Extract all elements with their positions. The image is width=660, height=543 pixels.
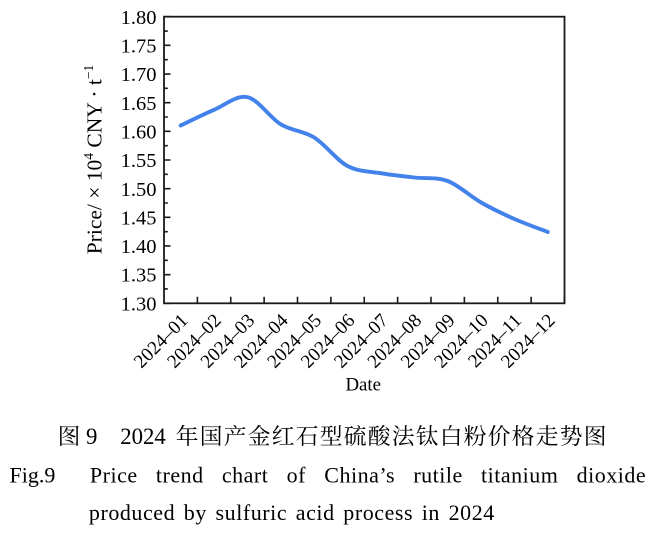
svg-text:1.35: 1.35 xyxy=(121,265,157,287)
svg-text:1.50: 1.50 xyxy=(121,179,157,201)
svg-text:1.70: 1.70 xyxy=(121,64,157,86)
svg-text:1.60: 1.60 xyxy=(121,121,157,143)
svg-text:1.80: 1.80 xyxy=(121,7,157,29)
svg-text:Date: Date xyxy=(345,375,380,396)
svg-text:1.40: 1.40 xyxy=(121,236,157,258)
svg-text:1.30: 1.30 xyxy=(121,293,157,315)
svg-text:Price trend chart of China’s r: Price trend chart of China’s rutile tita… xyxy=(90,463,646,488)
svg-text:9: 9 xyxy=(86,424,97,449)
svg-text:1.45: 1.45 xyxy=(121,207,157,229)
svg-text:1.55: 1.55 xyxy=(121,150,157,172)
svg-text:produced by sulfuric acid proc: produced by sulfuric acid process in 202… xyxy=(89,500,495,525)
svg-text:1.65: 1.65 xyxy=(121,93,157,115)
svg-text:1.75: 1.75 xyxy=(121,36,157,58)
svg-text:2024: 2024 xyxy=(120,424,166,449)
svg-text:Fig.9: Fig.9 xyxy=(10,463,56,488)
